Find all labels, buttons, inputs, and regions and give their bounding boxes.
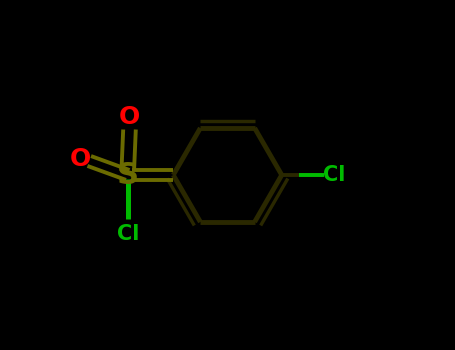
Text: S: S bbox=[117, 161, 139, 189]
Text: Cl: Cl bbox=[116, 224, 139, 244]
Text: O: O bbox=[119, 105, 140, 129]
Text: O: O bbox=[70, 147, 91, 171]
Text: Cl: Cl bbox=[323, 165, 345, 185]
